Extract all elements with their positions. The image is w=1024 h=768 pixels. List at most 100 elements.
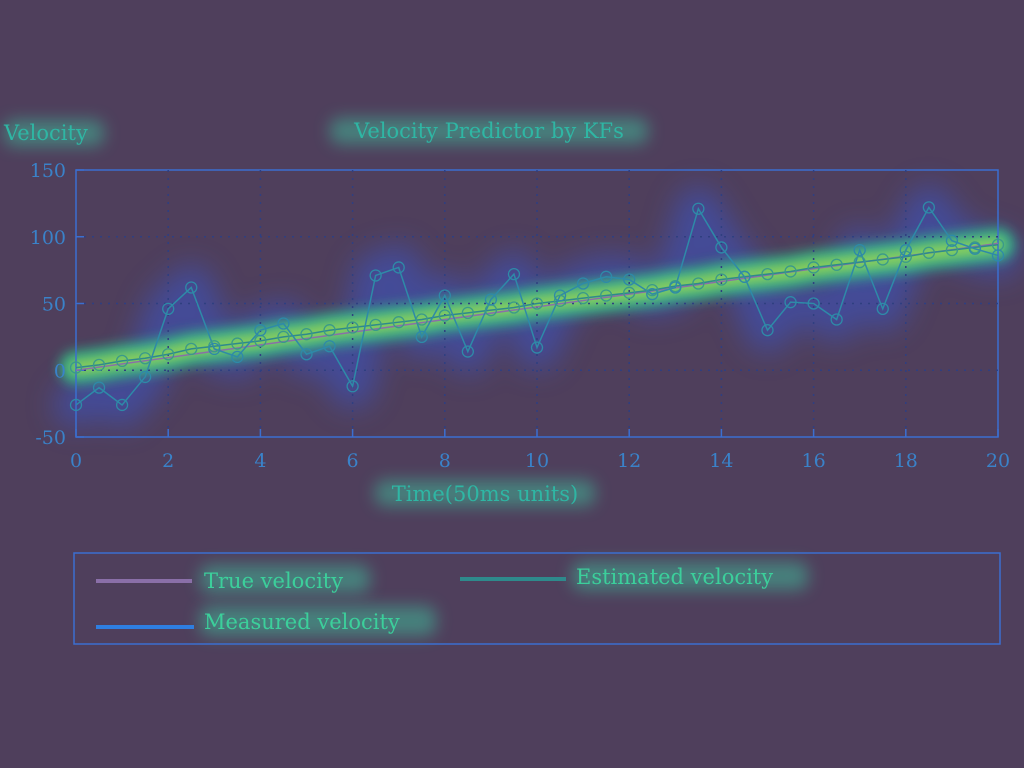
x-tick-label: 14 <box>709 450 733 472</box>
measured-point <box>807 297 820 310</box>
estimated-point <box>323 324 336 337</box>
x-tick-label: 12 <box>617 450 641 472</box>
x-tick-label: 16 <box>802 450 826 472</box>
measured-point <box>899 243 912 257</box>
measured-point <box>876 302 889 315</box>
measured-point <box>553 289 567 302</box>
measured-point <box>991 249 1005 262</box>
series-line-measured-velocity <box>75 205 999 406</box>
estimated-point <box>761 267 774 281</box>
series-layer <box>69 201 1005 412</box>
legend: True velocity Estimated velocity Measure… <box>73 552 1001 645</box>
measured-point <box>208 342 221 356</box>
measured-point <box>738 270 751 283</box>
estimated-point <box>507 301 521 314</box>
y-tick-label: 50 <box>42 294 66 316</box>
estimated-point <box>600 289 613 302</box>
chart-title: Velocity Predictor by KFs <box>353 119 624 143</box>
legend-label-estimated: Estimated velocity <box>576 565 773 589</box>
heatmap-halo <box>4 118 1020 636</box>
estimated-point <box>69 361 83 374</box>
estimated-point <box>530 297 544 310</box>
measured-point <box>853 243 866 257</box>
estimated-point <box>438 309 451 322</box>
x-tick-label: 2 <box>162 450 174 472</box>
measured-point <box>576 277 590 290</box>
legend-label-measured: Measured velocity <box>204 610 400 634</box>
text-halo <box>4 120 104 146</box>
estimated-point <box>553 294 567 307</box>
legend-box <box>73 552 1001 645</box>
x-tick-label: 6 <box>347 450 359 472</box>
estimated-point <box>300 328 313 341</box>
text-halo <box>200 606 436 636</box>
estimated-point <box>277 330 290 344</box>
estimated-point <box>138 352 152 365</box>
measured-point <box>968 242 982 255</box>
estimated-point <box>623 286 636 299</box>
text-halo <box>572 562 808 590</box>
measured-point <box>300 348 313 361</box>
measured-point <box>692 202 705 215</box>
estimated-point <box>415 313 428 326</box>
y-tick-label: 100 <box>30 227 66 249</box>
estimated-point <box>830 258 843 271</box>
measured-point <box>92 381 106 394</box>
estimated-point <box>346 321 359 334</box>
measured-point <box>761 324 774 337</box>
estimated-point <box>646 283 659 297</box>
estimated-point <box>899 250 912 263</box>
estimated-point <box>715 273 728 286</box>
measured-point <box>346 380 359 393</box>
estimated-point <box>922 246 935 259</box>
measured-point <box>231 350 244 364</box>
estimated-point <box>576 292 590 305</box>
y-tick-label: 150 <box>30 160 66 182</box>
measured-point <box>392 261 405 274</box>
measured-point <box>277 317 290 330</box>
estimated-point <box>231 337 244 350</box>
y-tick-label: -50 <box>35 427 66 449</box>
measured-point <box>162 302 175 315</box>
measured-point <box>623 273 636 286</box>
estimated-point <box>185 342 198 356</box>
estimated-point <box>876 253 889 266</box>
measured-point <box>945 234 959 247</box>
measured-point <box>138 370 152 384</box>
y-axis-label: Velocity <box>3 121 88 145</box>
measured-point <box>323 340 336 353</box>
measured-point <box>530 341 544 354</box>
x-axis-label: Time(50ms units) <box>392 482 579 506</box>
measured-point <box>185 281 198 294</box>
measured-point <box>646 288 659 301</box>
measured-point <box>415 330 428 344</box>
y-tick-label: 0 <box>54 360 66 382</box>
x-tick-label: 20 <box>986 450 1010 472</box>
x-tick-label: 4 <box>254 450 266 472</box>
estimated-point <box>92 358 106 372</box>
measured-point <box>507 267 521 281</box>
measured-point <box>669 281 682 294</box>
measured-point <box>784 296 797 309</box>
text-halo <box>200 565 370 593</box>
estimated-point <box>784 265 797 278</box>
estimated-point <box>162 348 175 361</box>
measured-point <box>922 201 935 214</box>
x-tick-label: 18 <box>894 450 918 472</box>
estimated-point <box>461 306 475 319</box>
measured-point <box>369 269 382 282</box>
estimated-point <box>945 243 959 257</box>
x-tick-label: 8 <box>439 450 451 472</box>
measured-point <box>600 270 613 283</box>
estimated-point <box>853 255 866 269</box>
estimated-point <box>115 354 129 368</box>
x-tick-label: 0 <box>70 450 82 472</box>
text-halo <box>330 118 648 144</box>
measured-point <box>69 398 83 412</box>
grid <box>76 170 998 437</box>
measured-point <box>484 293 498 306</box>
measured-point <box>254 324 267 337</box>
measured-point <box>715 241 728 254</box>
